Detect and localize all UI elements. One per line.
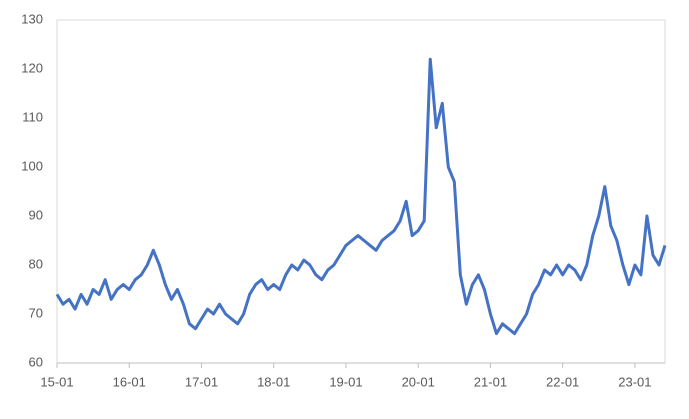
- x-tick-label: 22-01: [546, 374, 579, 389]
- y-tick-label: 70: [29, 305, 43, 320]
- x-tick-label: 15-01: [40, 374, 73, 389]
- y-tick-label: 90: [29, 207, 43, 222]
- y-tick-label: 130: [21, 11, 43, 26]
- y-tick-label: 110: [22, 109, 43, 124]
- y-tick-label: 80: [29, 256, 43, 271]
- x-tick-label: 19-01: [329, 374, 362, 389]
- y-tick-label: 120: [21, 60, 43, 75]
- x-tick-label: 23-01: [618, 374, 651, 389]
- x-tick-label: 18-01: [257, 374, 290, 389]
- x-tick-label: 16-01: [113, 374, 146, 389]
- y-tick-label: 100: [21, 158, 43, 173]
- series-line: [55, 57, 667, 336]
- x-tick-label: 17-01: [185, 374, 218, 389]
- x-tick-label: 21-01: [474, 374, 507, 389]
- plot-frame: [56, 19, 666, 364]
- x-tick-label: 20-01: [402, 374, 435, 389]
- y-tick-label: 60: [29, 354, 43, 369]
